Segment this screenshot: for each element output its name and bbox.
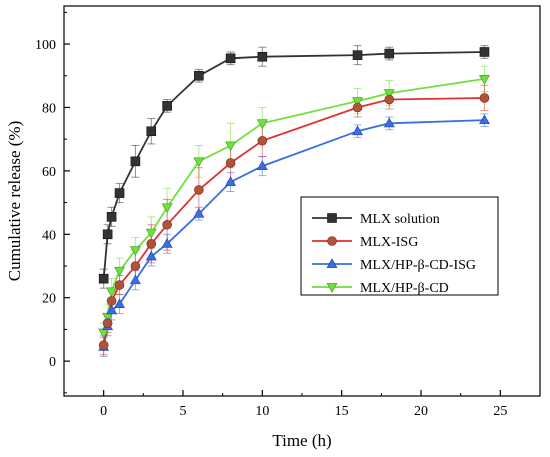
data-point xyxy=(383,117,395,128)
y-tick-label: 20 xyxy=(42,292,56,307)
data-point xyxy=(194,70,204,81)
data-point xyxy=(479,93,490,103)
data-point xyxy=(352,125,363,136)
data-point xyxy=(98,273,109,284)
data-point xyxy=(193,157,205,168)
data-point xyxy=(256,160,268,171)
data-point xyxy=(162,219,172,230)
data-point xyxy=(102,318,113,328)
data-point xyxy=(225,141,237,152)
legend-label: MLX solution xyxy=(360,212,440,227)
legend-marker xyxy=(327,236,337,246)
data-point xyxy=(479,47,490,57)
data-point xyxy=(114,266,125,277)
data-point xyxy=(106,296,117,306)
data-point xyxy=(383,89,395,99)
legend-label: MLX/HP-β-CD-ISG xyxy=(360,258,476,273)
x-tick-label: 0 xyxy=(100,404,107,419)
data-point xyxy=(225,53,236,64)
data-point xyxy=(130,261,141,271)
data-point xyxy=(102,229,113,240)
legend-marker xyxy=(327,213,337,223)
data-point xyxy=(106,212,117,222)
data-point xyxy=(225,158,236,168)
y-tick-label: 80 xyxy=(42,101,56,116)
axis-ticks xyxy=(64,11,501,396)
data-point xyxy=(129,246,141,256)
data-point xyxy=(384,94,395,105)
data-point xyxy=(161,203,173,214)
legend: MLX solution MLX-ISG MLX/HP-β-CD-ISG MLX/HP… xyxy=(300,196,499,296)
y-tick-label: 40 xyxy=(42,228,56,243)
legend-label: MLX/HP-β-CD xyxy=(360,281,449,296)
data-point xyxy=(257,51,268,62)
data-point xyxy=(161,238,173,248)
data-point xyxy=(130,156,141,167)
data-point xyxy=(479,114,490,125)
y-tick-label: 0 xyxy=(49,355,56,370)
data-point xyxy=(352,102,363,113)
data-point xyxy=(106,304,118,315)
x-tick-label: 5 xyxy=(180,404,187,419)
data-point xyxy=(225,176,237,186)
legend-label: MLX-ISG xyxy=(360,235,418,250)
data-point xyxy=(479,75,490,85)
data-point xyxy=(98,340,109,351)
y-axis-label: Cumulative release (%) xyxy=(5,121,24,282)
data-point xyxy=(352,50,363,60)
series-markers xyxy=(98,47,490,351)
x-tick-label: 25 xyxy=(493,404,507,419)
tick-labels: 0 5 10 15 20 25 0 20 40 60 80 100 xyxy=(35,38,507,419)
data-point xyxy=(114,188,125,198)
x-tick-label: 10 xyxy=(255,404,269,419)
data-point xyxy=(145,228,157,239)
x-axis-label: Time (h) xyxy=(272,431,331,450)
data-point xyxy=(146,239,157,249)
x-tick-label: 15 xyxy=(335,404,349,419)
data-point xyxy=(114,298,125,308)
data-point xyxy=(146,126,157,137)
data-point xyxy=(352,97,363,107)
data-point xyxy=(193,207,205,218)
legend-marker xyxy=(326,258,338,268)
data-point xyxy=(114,280,125,290)
data-point xyxy=(384,48,395,59)
data-point xyxy=(145,250,157,261)
data-point xyxy=(256,119,268,130)
x-tick-label: 20 xyxy=(414,404,428,419)
data-point xyxy=(106,287,118,298)
y-tick-label: 100 xyxy=(35,38,56,53)
y-tick-label: 60 xyxy=(42,165,56,180)
data-point xyxy=(162,101,172,111)
data-point xyxy=(257,135,268,146)
legend-marker xyxy=(326,283,338,293)
data-point xyxy=(129,274,141,285)
data-point xyxy=(194,185,204,195)
